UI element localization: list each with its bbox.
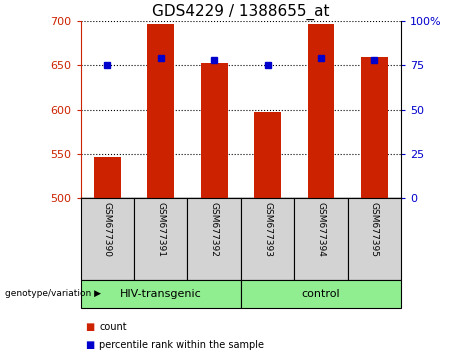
Bar	[294, 198, 348, 280]
Title: GDS4229 / 1388655_at: GDS4229 / 1388655_at	[152, 4, 330, 20]
Bar	[188, 198, 241, 280]
Text: count: count	[99, 322, 127, 332]
Bar	[201, 63, 228, 198]
Bar	[348, 198, 401, 280]
Text: genotype/variation ▶: genotype/variation ▶	[5, 289, 100, 298]
Bar	[81, 198, 134, 280]
Text: GSM677391: GSM677391	[156, 202, 165, 257]
Text: ■: ■	[85, 340, 95, 350]
Bar	[134, 198, 188, 280]
Bar	[81, 280, 241, 308]
Text: percentile rank within the sample: percentile rank within the sample	[99, 340, 264, 350]
Text: GSM677390: GSM677390	[103, 202, 112, 257]
Text: HIV-transgenic: HIV-transgenic	[120, 289, 201, 299]
Text: ■: ■	[85, 322, 95, 332]
Bar	[254, 113, 281, 198]
Text: GSM677395: GSM677395	[370, 202, 379, 257]
Bar	[148, 24, 174, 198]
Text: control: control	[301, 289, 340, 299]
Text: GSM677392: GSM677392	[210, 202, 219, 257]
Text: GSM677394: GSM677394	[316, 202, 325, 257]
Bar	[241, 280, 401, 308]
Bar	[94, 156, 121, 198]
Bar	[307, 24, 334, 198]
Text: GSM677393: GSM677393	[263, 202, 272, 257]
Bar	[361, 57, 388, 198]
Bar	[241, 198, 294, 280]
